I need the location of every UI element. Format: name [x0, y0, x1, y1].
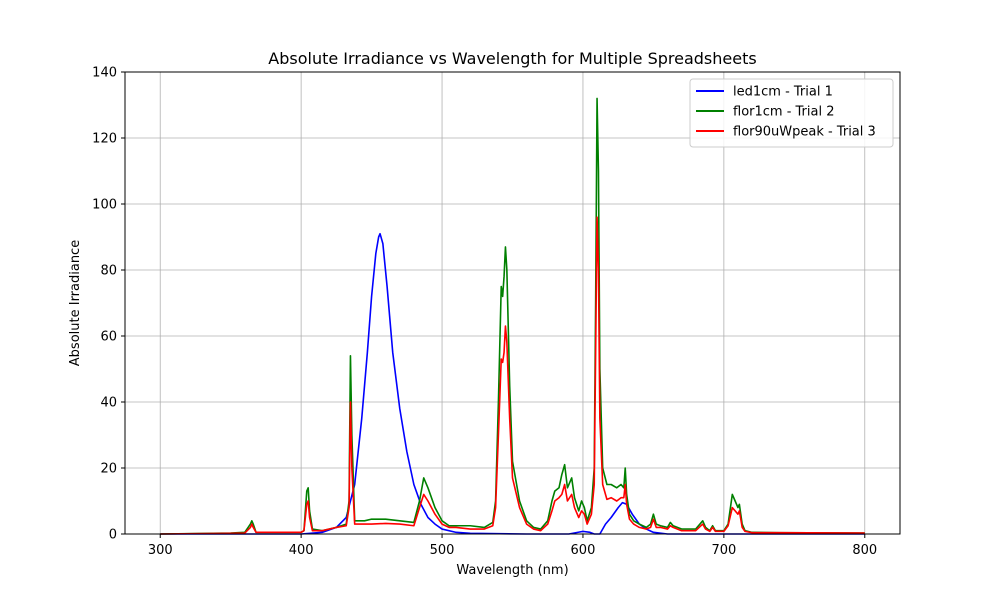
- series-line-2: [160, 97, 865, 535]
- plot-frame: [124, 71, 901, 535]
- x-tick-label: 400: [289, 543, 314, 558]
- y-tick-label: 140: [92, 66, 117, 81]
- axis-ticks: 300 400 500 600 700 800 0 20 40 60 80 100 120 140: [92, 66, 877, 559]
- legend-label-3: flor90uWpeak - Trial 3: [733, 125, 876, 140]
- x-axis-title: Wavelength (nm): [456, 563, 568, 578]
- y-tick-label: 120: [92, 132, 117, 147]
- y-axis-title: Absolute Irradiance: [68, 240, 83, 366]
- plot-area: [160, 97, 865, 535]
- chart-title: Absolute Irradiance vs Wavelength for Mu…: [268, 49, 756, 68]
- x-tick-label: 800: [852, 543, 877, 558]
- x-tick-label: 500: [430, 543, 455, 558]
- legend: led1cm - Trial 1 flor1cm - Trial 2 flor90u…: [689, 78, 894, 148]
- legend-label-2: flor1cm - Trial 2: [733, 105, 835, 120]
- y-tick-label: 0: [109, 528, 117, 543]
- series-line-3: [160, 216, 865, 535]
- legend-label-1: led1cm - Trial 1: [733, 85, 833, 100]
- y-tick-label: 60: [100, 330, 117, 345]
- y-tick-label: 40: [100, 396, 117, 411]
- x-tick-label: 600: [571, 543, 596, 558]
- legend-box: [689, 78, 894, 148]
- x-tick-label: 700: [711, 543, 736, 558]
- y-tick-label: 100: [92, 198, 117, 213]
- y-tick-label: 20: [100, 462, 117, 477]
- y-tick-label: 80: [100, 264, 117, 279]
- series-line-1: [160, 232, 865, 535]
- x-tick-label: 300: [148, 543, 173, 558]
